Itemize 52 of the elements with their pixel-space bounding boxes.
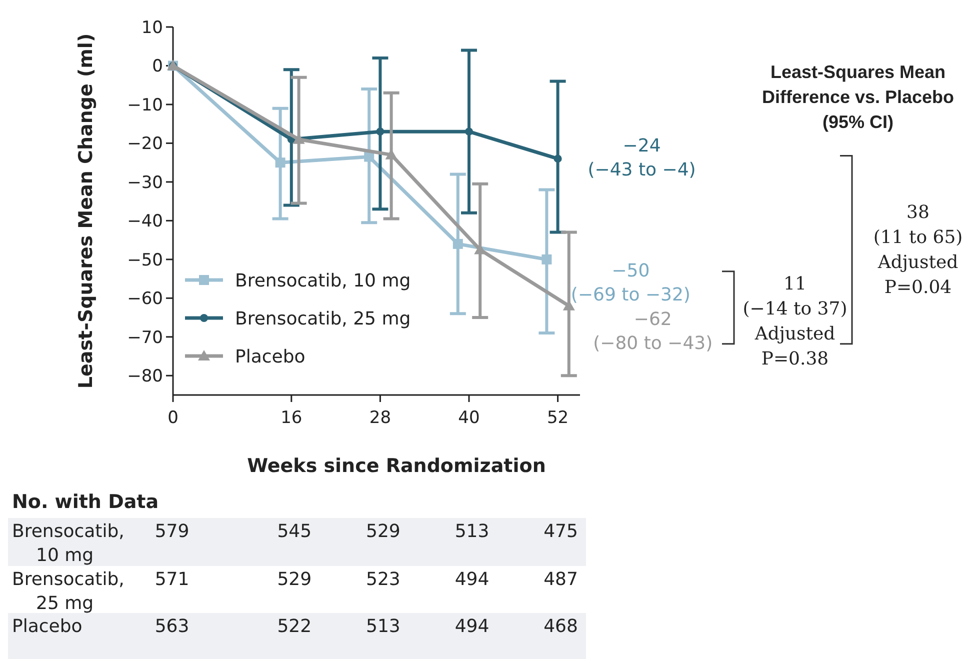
point (554, 154, 562, 163)
x-tick-label: 0 (168, 408, 178, 428)
legend-label: Brensocatib, 10 mg (235, 270, 411, 292)
annotation: −50 (−69 to −32) (570, 260, 690, 306)
y-tick-label: 0 (152, 56, 163, 77)
x-tick-label: 16 (280, 408, 302, 428)
point (376, 128, 384, 136)
point (542, 254, 552, 264)
text: 494 (454, 616, 490, 637)
text: 487 (544, 569, 578, 590)
text: 513 (366, 616, 400, 637)
category-label: Brensocatib, 10 mg (12, 521, 124, 566)
text: 494 (454, 569, 490, 590)
text: Least-Squares Mean Difference vs. Placebo (95% CI) (762, 62, 954, 132)
y-tick-label: −30 (127, 172, 163, 193)
x-tick-label: 28 (369, 408, 392, 428)
legend-label: Placebo (235, 346, 306, 368)
category-label: Brensocatib, 25 mg (12, 569, 124, 614)
y-tick-label: −50 (127, 250, 163, 270)
point (364, 152, 374, 162)
text: 571 (154, 569, 190, 590)
legend-label: Brensocatib, 25 mg (235, 308, 411, 330)
y-tick-label: −60 (127, 289, 163, 310)
x-tick-label: 52 (546, 408, 569, 428)
text: 579 (154, 521, 190, 542)
x-tick-label: 40 (458, 408, 480, 428)
y-tick-label: −40 (127, 212, 163, 232)
point (465, 128, 473, 136)
y-tick-label: −20 (127, 134, 163, 154)
text: 529 (277, 569, 312, 590)
text: 38 (11 to 65) Adjusted P=0.04 (873, 202, 963, 298)
y-tick-label: 10 (141, 18, 163, 38)
x-axis-title: Weeks since Randomization (247, 455, 546, 477)
annotation: −62 (−80 to −43) (593, 308, 713, 354)
y-axis-title: Least-Squares Mean Change (ml) (75, 33, 97, 389)
point (452, 238, 463, 249)
text: 523 (366, 569, 400, 590)
text: 513 (454, 521, 490, 542)
y-tick-label: −70 (127, 328, 163, 348)
text: 475 (544, 521, 578, 542)
text: No. with Data (12, 491, 159, 513)
text: 563 (154, 616, 190, 637)
text: 529 (366, 521, 400, 542)
text: 11 (−14 to 37) Adjusted P=0.38 (742, 273, 848, 370)
y-tick-label: −80 (127, 366, 163, 387)
point (275, 158, 286, 168)
category-label: Placebo (12, 616, 82, 637)
y-tick-label: −10 (127, 95, 163, 116)
text: 468 (544, 616, 578, 637)
text: 545 (277, 521, 312, 542)
text: 522 (277, 616, 312, 637)
annotation: −24 (−43 to −4) (588, 136, 696, 181)
